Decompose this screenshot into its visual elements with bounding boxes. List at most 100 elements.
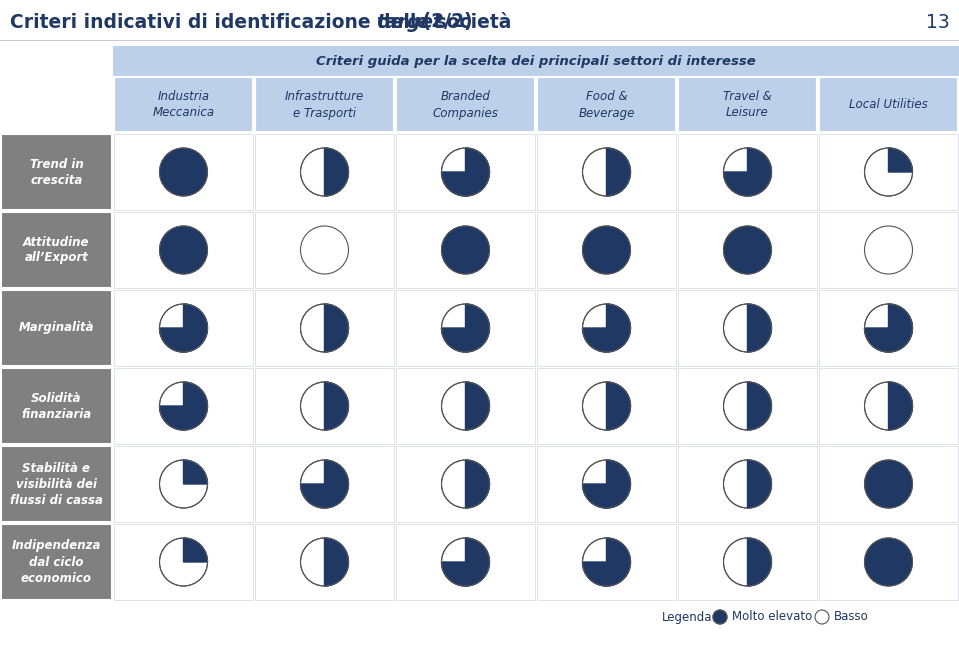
- Text: Legenda:: Legenda:: [662, 610, 716, 624]
- Circle shape: [441, 382, 489, 430]
- Circle shape: [713, 610, 727, 624]
- Text: Industria
Meccanica: Industria Meccanica: [152, 90, 215, 119]
- Bar: [819, 524, 958, 600]
- Polygon shape: [606, 148, 630, 196]
- Circle shape: [159, 538, 207, 586]
- Text: Trend in
crescita: Trend in crescita: [30, 157, 83, 186]
- Bar: [678, 77, 817, 132]
- Circle shape: [723, 538, 771, 586]
- Bar: [396, 368, 535, 444]
- Polygon shape: [441, 148, 489, 196]
- Bar: [537, 446, 676, 522]
- Polygon shape: [888, 148, 913, 172]
- Bar: [396, 290, 535, 366]
- Bar: [255, 446, 394, 522]
- Polygon shape: [324, 148, 348, 196]
- Text: Branded
Companies: Branded Companies: [433, 90, 499, 119]
- Circle shape: [300, 538, 348, 586]
- Polygon shape: [159, 304, 207, 352]
- Circle shape: [864, 148, 913, 196]
- Bar: [678, 524, 817, 600]
- Bar: [114, 446, 253, 522]
- Circle shape: [864, 382, 913, 430]
- Text: Food &
Beverage: Food & Beverage: [578, 90, 635, 119]
- Bar: [114, 524, 253, 600]
- Bar: [396, 134, 535, 210]
- Circle shape: [159, 304, 207, 352]
- Text: 13: 13: [926, 13, 950, 31]
- Text: Infrastrutture
e Trasporti: Infrastrutture e Trasporti: [285, 90, 364, 119]
- Circle shape: [864, 538, 913, 586]
- Polygon shape: [582, 460, 630, 508]
- Circle shape: [300, 304, 348, 352]
- Text: Basso: Basso: [834, 610, 869, 624]
- Text: Solidità
finanziaria: Solidità finanziaria: [21, 391, 91, 421]
- Bar: [396, 524, 535, 600]
- Circle shape: [300, 460, 348, 508]
- Polygon shape: [606, 382, 630, 430]
- Polygon shape: [747, 382, 771, 430]
- Bar: [113, 46, 959, 76]
- Bar: [537, 212, 676, 288]
- Bar: [396, 212, 535, 288]
- Bar: [537, 134, 676, 210]
- Bar: [114, 134, 253, 210]
- Circle shape: [864, 304, 913, 352]
- Bar: [819, 290, 958, 366]
- Text: Molto elevato: Molto elevato: [732, 610, 812, 624]
- Polygon shape: [747, 304, 771, 352]
- Polygon shape: [864, 304, 913, 352]
- Polygon shape: [582, 538, 630, 586]
- Bar: [255, 368, 394, 444]
- Circle shape: [441, 538, 489, 586]
- Polygon shape: [324, 304, 348, 352]
- Bar: [819, 368, 958, 444]
- Bar: [255, 290, 394, 366]
- Circle shape: [582, 460, 630, 508]
- Bar: [819, 134, 958, 210]
- Circle shape: [159, 226, 207, 274]
- Circle shape: [723, 226, 771, 274]
- Polygon shape: [465, 460, 489, 508]
- Circle shape: [723, 148, 771, 196]
- Bar: [255, 77, 394, 132]
- Bar: [1, 524, 112, 600]
- Circle shape: [815, 610, 829, 624]
- Bar: [114, 368, 253, 444]
- Bar: [819, 77, 958, 132]
- Bar: [678, 290, 817, 366]
- Bar: [1, 368, 112, 444]
- Polygon shape: [465, 382, 489, 430]
- Circle shape: [441, 226, 489, 274]
- Circle shape: [713, 610, 727, 624]
- Bar: [678, 446, 817, 522]
- Polygon shape: [441, 538, 489, 586]
- Bar: [396, 77, 535, 132]
- Circle shape: [159, 382, 207, 430]
- Polygon shape: [183, 460, 207, 484]
- Text: Criteri guida per la scelta dei principali settori di interesse: Criteri guida per la scelta dei principa…: [316, 54, 756, 68]
- Bar: [537, 290, 676, 366]
- Text: (2/2): (2/2): [416, 13, 473, 31]
- Circle shape: [441, 148, 489, 196]
- Bar: [678, 368, 817, 444]
- Bar: [114, 290, 253, 366]
- Circle shape: [582, 226, 630, 274]
- Text: Marginalità: Marginalità: [19, 322, 94, 334]
- Circle shape: [582, 382, 630, 430]
- Bar: [255, 524, 394, 600]
- Circle shape: [864, 538, 913, 586]
- Bar: [537, 368, 676, 444]
- Text: Local Utilities: Local Utilities: [849, 98, 928, 111]
- Text: Travel &
Leisure: Travel & Leisure: [723, 90, 772, 119]
- Circle shape: [864, 226, 913, 274]
- Bar: [1, 134, 112, 210]
- Circle shape: [300, 226, 348, 274]
- Bar: [1, 290, 112, 366]
- Polygon shape: [723, 148, 771, 196]
- Circle shape: [159, 226, 207, 274]
- Circle shape: [300, 148, 348, 196]
- Circle shape: [159, 148, 207, 196]
- Bar: [1, 212, 112, 288]
- Bar: [819, 446, 958, 522]
